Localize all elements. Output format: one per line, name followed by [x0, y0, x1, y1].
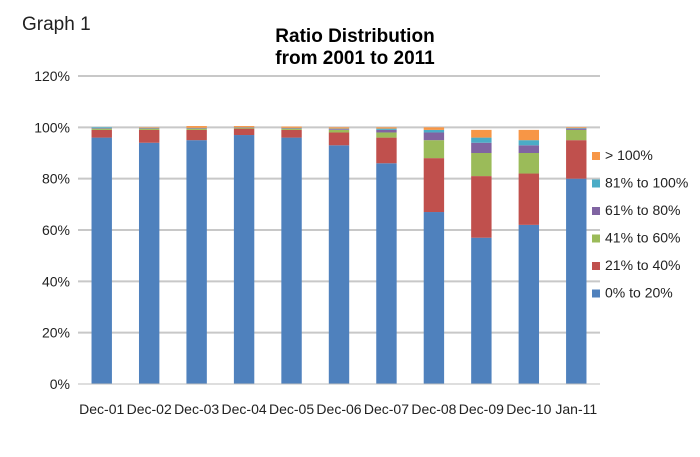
x-tick-label: Dec-02 [127, 401, 172, 417]
x-tick-label: Dec-07 [364, 401, 409, 417]
legend-label: 81% to 100% [605, 175, 688, 191]
bar-segment [566, 128, 587, 130]
bar-segment [423, 129, 445, 133]
legend-label: > 100% [605, 147, 653, 163]
bar-segment [328, 145, 350, 384]
bar-segment [328, 127, 350, 129]
bar-segment [518, 153, 540, 174]
bar-segment [566, 128, 587, 129]
bar-segment [518, 140, 540, 146]
bar-segment [281, 137, 302, 384]
y-tick-label: 20% [42, 325, 70, 341]
legend-label: 41% to 60% [605, 230, 681, 246]
bar-segment [471, 142, 492, 153]
bar-segment [376, 128, 397, 130]
bar-segment [423, 158, 445, 213]
bar-segment [186, 126, 207, 128]
x-tick-label: Dec-04 [222, 401, 267, 417]
chart-title-line-2: from 2001 to 2011 [275, 48, 435, 69]
bar-segment [566, 178, 587, 384]
bar-segment [91, 128, 112, 130]
bar-segment [186, 128, 207, 130]
legend-label: 0% to 20% [605, 285, 673, 301]
bar-segment [281, 129, 302, 138]
y-tick-label: 80% [42, 171, 70, 187]
bar-segment [186, 129, 207, 141]
legend-swatch [592, 262, 600, 270]
bar-segment [138, 127, 160, 128]
bar-segment [566, 127, 587, 129]
x-tick-label: Dec-01 [79, 401, 124, 417]
bar-segment [91, 137, 112, 384]
bar-segment [423, 132, 445, 141]
bar-segment [91, 127, 112, 129]
bar-segment [328, 129, 350, 130]
bar-segment [91, 129, 112, 138]
bar-segment [328, 128, 350, 130]
bar-segment [233, 135, 255, 384]
bar-segment [186, 128, 207, 129]
bar-segment [281, 128, 302, 129]
legend-swatch [592, 152, 600, 160]
y-tick-label: 100% [34, 119, 70, 135]
bar-segment [518, 129, 540, 141]
legend-swatch [592, 207, 600, 215]
legend: > 100% 81% to 100% 61% to 80% 41% to 60% 21%… [592, 147, 688, 301]
x-tick-label: Dec-09 [459, 401, 504, 417]
legend-swatch [592, 289, 600, 298]
bar-segment [91, 128, 112, 129]
bar-segment [566, 129, 587, 141]
bar-segment [233, 127, 255, 129]
bar-segment [138, 128, 160, 129]
x-axis: Dec-01 Dec-02 Dec-03 Dec-04 Dec-05 Dec-06 Dec-… [79, 401, 597, 417]
legend-swatch [592, 234, 600, 243]
bar-segment [471, 129, 492, 138]
chart-title: Ratio Distribution from 2001 to 2011 [170, 26, 540, 70]
bar-segment [471, 176, 492, 238]
bar-segment [328, 132, 350, 146]
x-tick-label: Dec-08 [411, 401, 456, 417]
y-tick-label: 40% [42, 273, 70, 289]
bar-segment [376, 129, 397, 133]
y-tick-label: 120% [34, 68, 70, 84]
bar-segment [281, 126, 302, 128]
bars [91, 126, 587, 384]
bar-segment [186, 140, 207, 384]
bar-segment [518, 224, 540, 384]
bar-segment [423, 140, 445, 159]
graph-label: Graph 1 [22, 14, 91, 35]
bar-segment [233, 126, 255, 128]
bar-segment [138, 129, 160, 143]
bar-segment [281, 128, 302, 130]
x-tick-label: Dec-05 [269, 401, 314, 417]
legend-label: 21% to 40% [605, 257, 681, 273]
x-tick-label: Dec-10 [506, 401, 551, 417]
y-tick-label: 60% [42, 222, 70, 238]
bar-segment [566, 140, 587, 179]
bar-segment [423, 212, 445, 384]
y-axis: 0% 20% 40% 60% 80% 100% 120% [34, 68, 600, 392]
bar-segment [423, 127, 445, 130]
x-tick-label: Jan-11 [555, 401, 597, 417]
bar-segment [471, 237, 492, 384]
x-tick-label: Dec-06 [316, 401, 361, 417]
bar-segment [138, 142, 160, 384]
legend-swatch [592, 179, 600, 188]
bar-segment [518, 145, 540, 153]
bar-segment [471, 153, 492, 177]
y-tick-label: 0% [50, 376, 70, 392]
bar-segment [471, 137, 492, 143]
bar-segment [376, 132, 397, 138]
legend-label: 61% to 80% [605, 202, 681, 218]
bar-segment [376, 163, 397, 384]
bar-segment [376, 137, 397, 164]
bar-segment [138, 128, 160, 130]
bar-segment [376, 127, 397, 129]
bar-segment [233, 128, 255, 136]
bar-segment [328, 129, 350, 133]
x-tick-label: Dec-03 [174, 401, 219, 417]
bar-segment [518, 173, 540, 225]
chart-title-line-1: Ratio Distribution [275, 26, 435, 47]
